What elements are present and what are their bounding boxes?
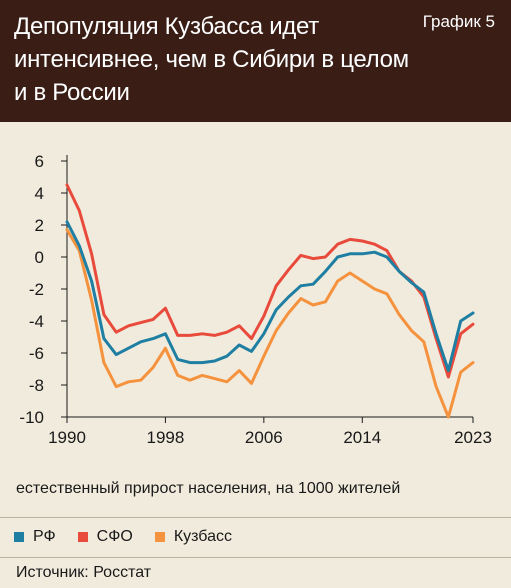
y-tick-label: 2 bbox=[35, 216, 44, 235]
header-banner: Депопуляция Кузбасса идет интенсивнее, ч… bbox=[0, 0, 511, 122]
chart-title: Депопуляция Кузбасса идет интенсивнее, ч… bbox=[14, 13, 409, 106]
y-tick-label: 0 bbox=[35, 248, 44, 267]
y-tick-label: -8 bbox=[29, 376, 44, 395]
divider bbox=[0, 517, 511, 518]
legend-swatch-kuzbass bbox=[154, 532, 165, 542]
chart-caption: естественный прирост населения, на 1000 … bbox=[16, 480, 401, 497]
y-tick-label: -10 bbox=[19, 408, 44, 427]
y-tick-label: 4 bbox=[35, 184, 44, 203]
legend-label-sfo: СФО bbox=[96, 528, 133, 545]
legend-item-rf: РФ bbox=[14, 528, 56, 546]
y-tick-label: 6 bbox=[35, 152, 44, 171]
legend-label-rf: РФ bbox=[33, 528, 56, 545]
x-tick-label: 1998 bbox=[147, 428, 185, 447]
x-tick-label: 1990 bbox=[48, 428, 86, 447]
series-layer bbox=[65, 183, 475, 419]
chart-number-label: График 5 bbox=[422, 12, 495, 31]
x-tick-label: 2014 bbox=[343, 428, 381, 447]
y-tick-label: -6 bbox=[29, 344, 44, 363]
y-tick-label: -2 bbox=[29, 280, 44, 299]
x-tick-label: 2023 bbox=[454, 428, 492, 447]
source-note: Источник: Росстат bbox=[16, 564, 152, 581]
legend-label-kuzbass: Кузбасс bbox=[173, 528, 232, 545]
series-line-rf bbox=[65, 220, 475, 373]
legend-swatch-sfo bbox=[77, 532, 88, 542]
divider bbox=[0, 557, 511, 558]
legend-item-sfo: СФО bbox=[77, 528, 133, 546]
legend-swatch-rf bbox=[14, 532, 24, 542]
y-tick-label: -4 bbox=[29, 312, 44, 331]
legend-item-kuzbass: Кузбасс bbox=[154, 528, 232, 546]
x-tick-label: 2006 bbox=[245, 428, 283, 447]
series-line-kuzbass bbox=[65, 228, 475, 419]
legend: РФ СФО Кузбасс bbox=[14, 528, 254, 546]
